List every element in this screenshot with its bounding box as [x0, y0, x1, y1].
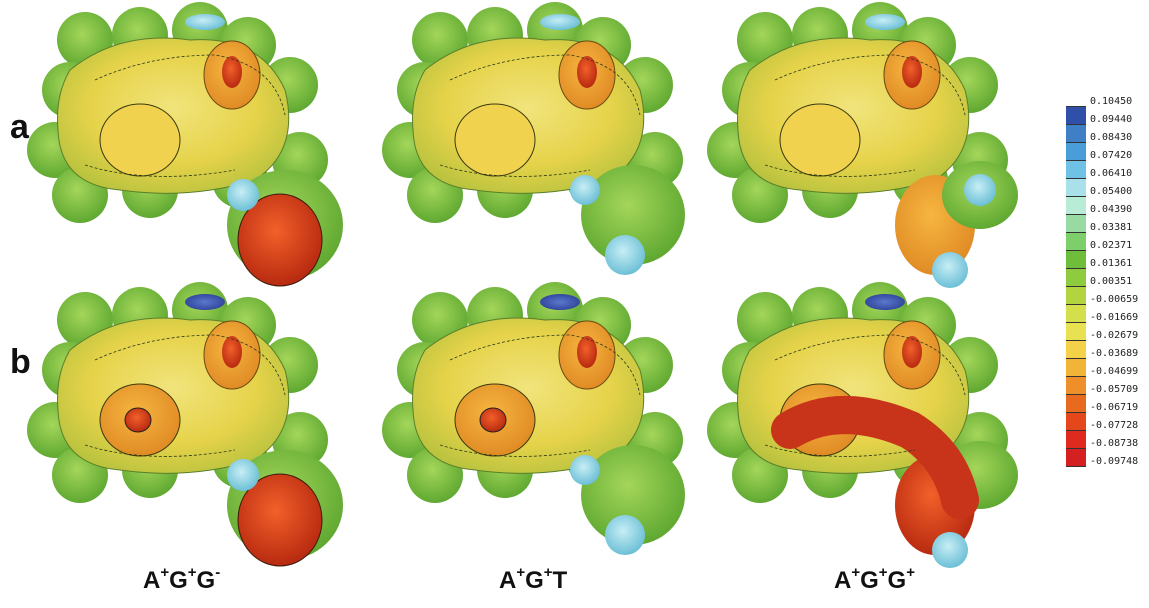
molecule-surfaces [27, 2, 1018, 568]
legend-value: -0.05709 [1090, 384, 1139, 395]
col3-base2: G [860, 567, 879, 594]
col3-charge1: + [851, 564, 861, 581]
legend-tick [1066, 430, 1086, 431]
legend-swatch [1066, 322, 1086, 340]
legend-swatch [1066, 430, 1086, 448]
legend-swatch [1066, 214, 1086, 232]
col2-charge2: + [543, 564, 553, 581]
molecule-surface [382, 282, 685, 555]
legend-swatch [1066, 196, 1086, 214]
col1-charge1: + [160, 564, 170, 581]
col3-base: A [834, 567, 852, 594]
legend-value: -0.07728 [1090, 420, 1139, 431]
legend-tick [1066, 394, 1086, 395]
column-label-3: A+G+G+ [834, 564, 915, 595]
row-label-b: b [10, 343, 31, 381]
col3-charge2: + [878, 564, 888, 581]
legend-value: -0.06719 [1090, 402, 1139, 413]
legend-tick [1066, 196, 1086, 197]
legend-swatch [1066, 178, 1086, 196]
col2-charge1: + [516, 564, 526, 581]
legend-value: 0.10450 [1090, 96, 1133, 107]
molecule-surface [707, 282, 1018, 568]
legend-tick [1066, 232, 1086, 233]
legend-value: 0.00351 [1090, 276, 1133, 287]
molecule-surface [382, 2, 685, 275]
legend-swatch [1066, 448, 1086, 466]
row-label-a: a [10, 108, 29, 146]
legend-swatch [1066, 304, 1086, 322]
col1-charge2: + [187, 564, 197, 581]
col3-base3: G [887, 567, 907, 594]
col1-charge3: - [215, 564, 221, 581]
legend-value: 0.03381 [1090, 222, 1133, 233]
legend-value: -0.00659 [1090, 294, 1139, 305]
legend-swatch [1066, 232, 1086, 250]
legend-swatch [1066, 358, 1086, 376]
column-label-1: A+G+G- [143, 564, 221, 595]
legend-tick [1066, 358, 1086, 359]
legend-value: 0.02371 [1090, 240, 1133, 251]
col1-base: A [143, 567, 161, 594]
legend-tick [1066, 250, 1086, 251]
legend-tick [1066, 268, 1086, 269]
legend-tick [1066, 412, 1086, 413]
col3-charge3: + [906, 564, 915, 581]
col2-base: A [499, 567, 517, 594]
legend-swatch [1066, 160, 1086, 178]
col1-base3: G [196, 567, 216, 594]
col2-base2: G [525, 567, 544, 594]
legend-value: 0.09440 [1090, 114, 1133, 125]
legend-value: -0.01669 [1090, 312, 1139, 323]
legend-swatch [1066, 106, 1086, 124]
legend-tick [1066, 466, 1086, 467]
molecule-surface [27, 282, 343, 567]
legend-tick [1066, 106, 1086, 107]
legend-tick [1066, 304, 1086, 305]
col1-base2: G [169, 567, 188, 594]
legend-tick [1066, 340, 1086, 341]
legend-tick [1066, 322, 1086, 323]
legend-swatch [1066, 412, 1086, 430]
legend-tick [1066, 178, 1086, 179]
legend-swatch [1066, 142, 1086, 160]
col2-base3: T [552, 567, 568, 594]
molecule-surface [707, 2, 1018, 288]
legend-value: -0.09748 [1090, 456, 1139, 467]
legend-swatch [1066, 268, 1086, 286]
legend-value: -0.02679 [1090, 330, 1139, 341]
legend-swatch [1066, 340, 1086, 358]
legend-swatch [1066, 286, 1086, 304]
legend-value: 0.07420 [1090, 150, 1133, 161]
legend-tick [1066, 160, 1086, 161]
legend-swatch [1066, 250, 1086, 268]
molecule-surface [27, 2, 343, 287]
legend-value: 0.08430 [1090, 132, 1133, 143]
legend-value: -0.04699 [1090, 366, 1139, 377]
column-label-2: A+G+T [499, 564, 568, 595]
legend-swatch [1066, 124, 1086, 142]
legend-value: -0.03689 [1090, 348, 1139, 359]
legend-tick [1066, 214, 1086, 215]
legend-value: 0.01361 [1090, 258, 1133, 269]
legend-value: 0.04390 [1090, 204, 1133, 215]
legend-swatch [1066, 376, 1086, 394]
legend-tick [1066, 124, 1086, 125]
legend-value: -0.08738 [1090, 438, 1139, 449]
legend-tick [1066, 142, 1086, 143]
legend-tick [1066, 286, 1086, 287]
legend-value: 0.05400 [1090, 186, 1133, 197]
legend-tick [1066, 448, 1086, 449]
legend-value: 0.06410 [1090, 168, 1133, 179]
legend-swatch [1066, 394, 1086, 412]
legend-tick [1066, 376, 1086, 377]
